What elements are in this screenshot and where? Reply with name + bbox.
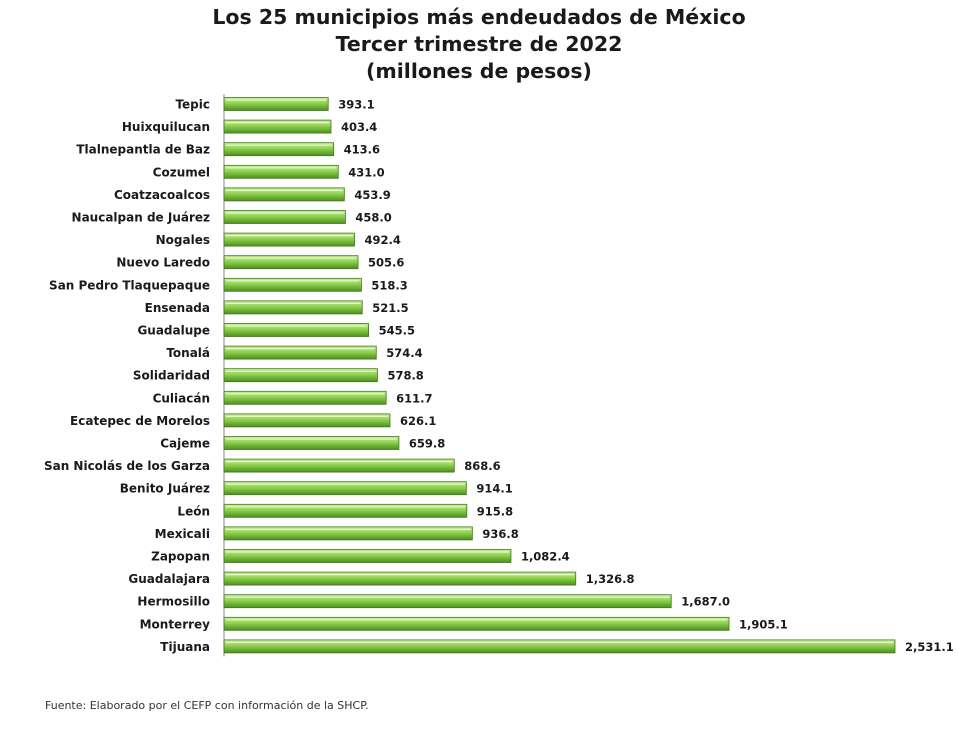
category-label: Nogales bbox=[156, 233, 210, 247]
value-label: 458.0 bbox=[355, 211, 391, 225]
value-label: 914.1 bbox=[476, 482, 512, 496]
value-label: 611.7 bbox=[396, 391, 432, 405]
bar bbox=[223, 323, 370, 337]
value-label: 521.5 bbox=[372, 301, 408, 315]
source-note: Fuente: Elaborado por el CEFP con inform… bbox=[45, 699, 369, 712]
bar bbox=[223, 503, 468, 518]
bar bbox=[223, 187, 345, 202]
bar bbox=[223, 232, 355, 247]
bar bbox=[223, 390, 387, 405]
category-label: Tijuana bbox=[160, 640, 210, 654]
category-label: San Nicolás de los Garza bbox=[44, 459, 210, 473]
category-label: Ensenada bbox=[145, 301, 210, 315]
value-label: 431.0 bbox=[348, 165, 384, 179]
value-label: 1,082.4 bbox=[521, 550, 570, 564]
category-label: Cajeme bbox=[160, 437, 210, 451]
bar bbox=[223, 345, 377, 360]
bar bbox=[223, 164, 339, 179]
category-label: Tepic bbox=[175, 98, 210, 112]
value-label: 518.3 bbox=[371, 278, 407, 292]
bar bbox=[223, 97, 329, 111]
value-label: 413.6 bbox=[344, 143, 380, 157]
bar bbox=[223, 210, 346, 224]
bar bbox=[223, 549, 512, 563]
value-label: 1,905.1 bbox=[739, 617, 788, 631]
category-label: Coatzacoalcos bbox=[114, 188, 210, 202]
category-label: Guadalajara bbox=[128, 572, 210, 586]
value-label: 492.4 bbox=[365, 233, 401, 247]
value-label: 403.4 bbox=[341, 120, 377, 134]
value-label: 393.1 bbox=[338, 98, 374, 112]
bar bbox=[223, 616, 730, 631]
category-label: Nuevo Laredo bbox=[116, 256, 210, 270]
bar bbox=[223, 436, 400, 450]
bar bbox=[223, 481, 467, 496]
bar bbox=[223, 571, 577, 586]
category-label: Culiacán bbox=[153, 391, 210, 405]
value-label: 453.9 bbox=[354, 188, 390, 202]
bar bbox=[223, 413, 391, 428]
category-label: Naucalpan de Juárez bbox=[72, 211, 210, 225]
category-label: Zapopan bbox=[151, 550, 210, 564]
value-label: 574.4 bbox=[386, 346, 422, 360]
bar bbox=[223, 594, 672, 609]
category-label: León bbox=[177, 504, 210, 518]
value-label: 2,531.1 bbox=[905, 640, 954, 654]
value-label: 936.8 bbox=[482, 527, 518, 541]
category-label: Tlalnepantla de Baz bbox=[76, 143, 210, 157]
chart-title: Los 25 municipios más endeudados de Méxi… bbox=[212, 5, 746, 29]
category-label: Hermosillo bbox=[137, 595, 210, 609]
bar bbox=[223, 458, 455, 473]
value-label: 626.1 bbox=[400, 414, 436, 428]
value-label: 659.8 bbox=[409, 437, 445, 451]
value-label: 578.8 bbox=[387, 369, 423, 383]
category-label: Huixquilucan bbox=[122, 120, 210, 134]
bar bbox=[223, 119, 332, 134]
category-label: Monterrey bbox=[140, 617, 211, 631]
category-label: San Pedro Tlaquepaque bbox=[49, 278, 210, 292]
value-label: 868.6 bbox=[464, 459, 500, 473]
category-label: Solidaridad bbox=[133, 369, 210, 383]
chart-unit-note: (millones de pesos) bbox=[366, 59, 592, 83]
category-label: Cozumel bbox=[153, 165, 210, 179]
category-label: Guadalupe bbox=[137, 324, 210, 338]
bar bbox=[223, 142, 335, 157]
value-label: 1,326.8 bbox=[586, 572, 635, 586]
bars-layer: Tepic 393.1 Huixquilucan 403.4 Tlalnepantla … bbox=[44, 94, 954, 657]
value-label: 545.5 bbox=[379, 324, 415, 338]
chart-title-block: Los 25 municipios más endeudados de Méxi… bbox=[0, 4, 958, 85]
category-label: Mexicali bbox=[155, 527, 210, 541]
category-label: Ecatepec de Morelos bbox=[70, 414, 210, 428]
value-label: 1,687.0 bbox=[681, 595, 730, 609]
bar bbox=[223, 300, 363, 315]
category-label: Tonalá bbox=[166, 346, 210, 360]
bar bbox=[223, 255, 359, 270]
chart-subtitle: Tercer trimestre de 2022 bbox=[335, 32, 623, 56]
bar bbox=[223, 277, 362, 292]
value-label: 505.6 bbox=[368, 256, 404, 270]
bar bbox=[223, 368, 378, 383]
value-label: 915.8 bbox=[477, 504, 513, 518]
category-label: Benito Juárez bbox=[120, 482, 210, 496]
bar bbox=[223, 526, 473, 541]
bar bbox=[223, 639, 896, 654]
